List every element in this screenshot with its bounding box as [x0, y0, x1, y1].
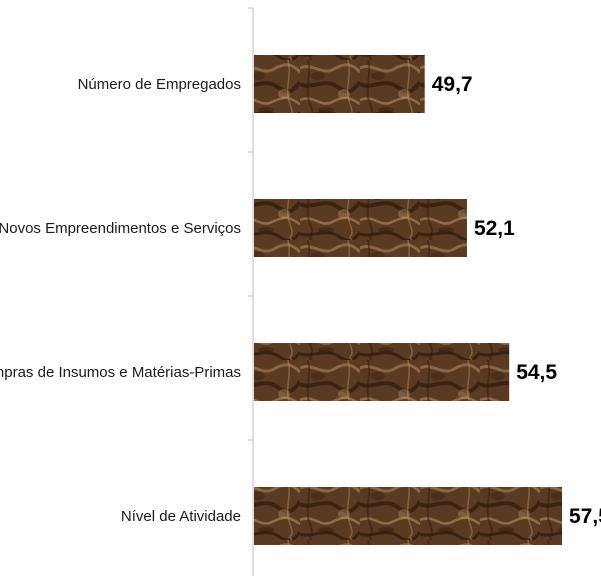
data-label: 54,5 — [516, 361, 557, 384]
bar — [254, 487, 562, 545]
bar — [254, 343, 510, 401]
data-label: 49,7 — [432, 73, 473, 96]
data-label: 52,1 — [474, 217, 515, 240]
bar — [254, 199, 467, 257]
category-label: Nível de Atividade — [121, 508, 241, 525]
category-label: Compras de Insumos e Matérias-Primas — [0, 364, 241, 381]
bar — [254, 55, 425, 113]
category-label: Número de Empregados — [78, 76, 241, 93]
category-label: Novos Empreendimentos e Serviços — [0, 220, 241, 237]
data-label: 57,5 — [569, 505, 601, 528]
